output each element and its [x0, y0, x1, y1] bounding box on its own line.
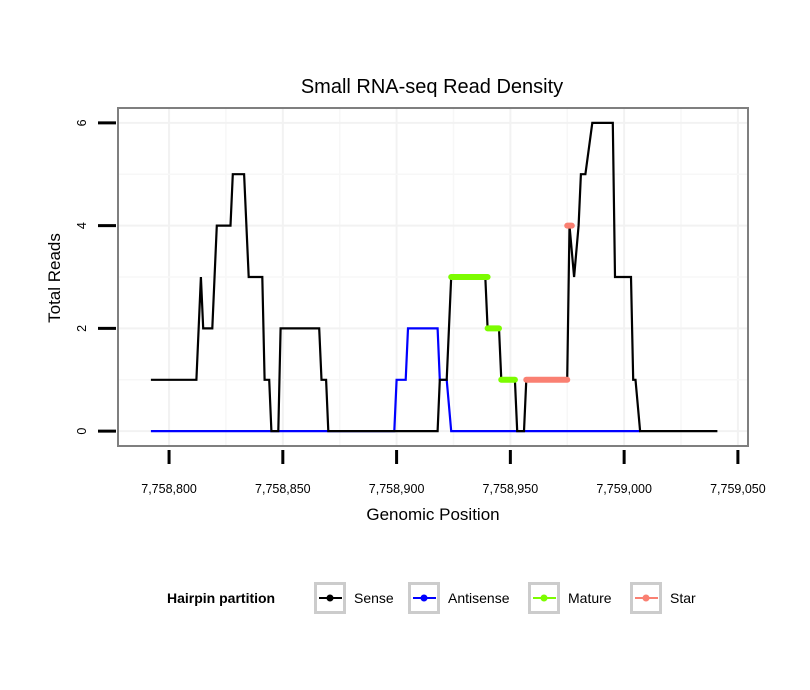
legend-label: Sense: [354, 590, 394, 606]
x-tick-label: 7,758,850: [255, 482, 311, 496]
legend-item-star: Star: [630, 582, 696, 614]
grid-lines: [119, 109, 747, 445]
x-tick-label: 7,759,000: [596, 482, 652, 496]
legend-key-point: [540, 594, 548, 602]
series-layer: [150, 121, 718, 433]
legend-title: Hairpin partition: [167, 590, 275, 606]
legend-key-point: [420, 594, 428, 602]
x-tick-label: 7,758,950: [483, 482, 539, 496]
legend-item-mature: Mature: [528, 582, 612, 614]
legend-key-point: [326, 594, 334, 602]
x-tick-label: 7,759,050: [710, 482, 766, 496]
legend-item-sense: Sense: [314, 582, 394, 614]
x-axis-title: Genomic Position: [366, 505, 499, 524]
legend-key-point: [642, 594, 650, 602]
legend-label: Star: [670, 590, 696, 606]
legend-label: Mature: [568, 590, 612, 606]
legend-item-antisense: Antisense: [408, 582, 510, 614]
series-line-antisense: [150, 327, 641, 433]
y-tick-label: 2: [75, 325, 89, 332]
x-axis: 7,758,800 7,758,850 7,758,900 7,758,950 7,75…: [141, 450, 766, 496]
x-tick-label: 7,758,900: [369, 482, 425, 496]
chart-title: Small RNA-seq Read Density: [301, 76, 563, 98]
y-axis-title: Total Reads: [45, 233, 64, 323]
y-tick-label: 4: [75, 222, 89, 229]
legend: Hairpin partition Sense Antisense Mature St…: [167, 582, 696, 614]
x-tick-label: 7,758,800: [141, 482, 197, 496]
series-line-sense: [150, 121, 718, 433]
legend-label: Antisense: [448, 590, 510, 606]
y-tick-label: 0: [75, 428, 89, 435]
y-axis: 0 2 4 6: [75, 119, 116, 435]
y-tick-label: 6: [75, 119, 89, 126]
